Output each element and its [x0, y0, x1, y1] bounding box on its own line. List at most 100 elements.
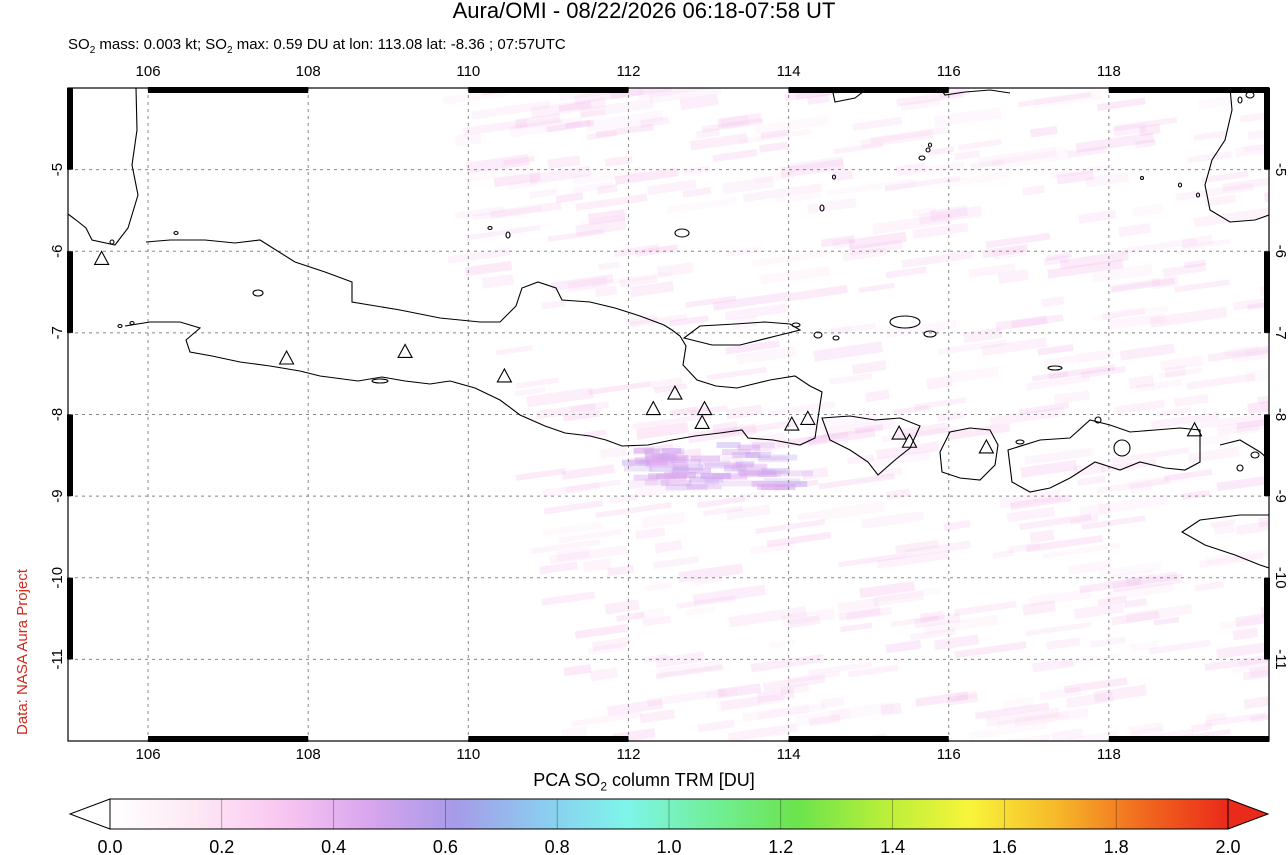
so2-pixel [1097, 97, 1146, 111]
so2-pixel [741, 704, 810, 723]
so2-pixel [968, 263, 1016, 278]
so2-pixel-core [745, 451, 761, 458]
so2-pixel [831, 237, 854, 249]
so2-pixel [1098, 561, 1163, 579]
so2-pixel [562, 410, 600, 422]
so2-pixel [1092, 305, 1169, 322]
so2-pixel-core [775, 470, 813, 477]
so2-pixel [1046, 637, 1081, 651]
so2-pixel [1093, 684, 1148, 703]
so2-pixel [1164, 469, 1213, 482]
so2-pixel [1200, 412, 1267, 429]
so2-pixel [918, 205, 983, 225]
so2-pixel [1106, 312, 1166, 331]
volcano-markers [93, 250, 1203, 454]
so2-pixel [609, 493, 637, 505]
so2-pixel [639, 709, 675, 724]
top-tick-bar [788, 87, 949, 93]
so2-pixel [558, 100, 592, 113]
so2-pixel [910, 627, 956, 641]
so2-pixel [1151, 275, 1179, 290]
so2-pixel [936, 410, 965, 422]
coastline-java [124, 239, 823, 447]
so2-pixel [1112, 122, 1147, 137]
bottom-tick-bar [148, 736, 309, 742]
so2-pixel [749, 541, 796, 555]
so2-pixel [678, 563, 744, 583]
so2-pixel [1204, 712, 1267, 727]
so2-pixel [722, 176, 775, 195]
so2-pixel [563, 664, 592, 677]
so2-pixel [1191, 722, 1213, 733]
so2-pixel [768, 639, 796, 649]
so2-pixel [610, 88, 672, 100]
colorbar-tick-label: 1.6 [992, 837, 1017, 855]
so2-pixel [877, 587, 942, 603]
so2-pixel [535, 402, 597, 420]
so2-pixel [542, 521, 604, 537]
so2-pixel-core [732, 452, 771, 459]
so2-pixel [679, 94, 719, 111]
so2-pixel [1125, 571, 1178, 587]
so2-pixel [1026, 374, 1091, 391]
so2-pixel [1159, 355, 1204, 372]
so2-pixel [860, 510, 924, 529]
so2-pixel [1239, 105, 1269, 123]
so2-pixel [919, 610, 945, 623]
top-tick-bar [468, 87, 629, 93]
so2-pixel [625, 314, 658, 327]
so2-pixel [471, 100, 551, 120]
so2-pixel-core [761, 484, 796, 491]
so2-pixel [720, 419, 798, 437]
so2-pixel [878, 741, 925, 757]
so2-pixel [1105, 582, 1174, 601]
so2-pixel-core [775, 480, 808, 487]
so2-pixel-core [651, 453, 678, 460]
so2-mass-text: mass: 0.003 kt; SO [95, 36, 227, 53]
so2-pixel [472, 205, 543, 221]
so2-pixel [1019, 513, 1092, 531]
so2-pixel-core [676, 472, 696, 479]
so2-pixel [1204, 654, 1269, 672]
so2-pixel [1164, 365, 1187, 379]
so2-pixel [629, 313, 688, 328]
so2-pixel [1078, 209, 1116, 224]
so2-pixel-core [686, 483, 722, 490]
so2-pixel-core [700, 472, 731, 479]
y-tick-label-left: -9 [49, 489, 66, 502]
so2-pixel [797, 511, 820, 521]
so2-pixel [872, 213, 952, 235]
so2-pixel [595, 123, 654, 139]
so2-pixel [876, 550, 950, 569]
y-tick-label-left: -5 [49, 163, 66, 176]
so2-max-text: max: 0.59 DU at lon: 113.08 lat: -8.36 ;… [232, 36, 566, 53]
so2-pixel-core [673, 464, 704, 471]
volcano-triangle-icon [397, 343, 414, 359]
so2-pixel [954, 690, 978, 701]
x-tick-label-top: 116 [937, 63, 961, 80]
so2-pixel [808, 661, 872, 676]
so2-pixel [1268, 291, 1269, 311]
so2-pixel [1129, 640, 1160, 653]
so2-pixel [1153, 616, 1180, 626]
so2-pixel [693, 575, 724, 586]
so2-pixel [848, 231, 907, 250]
so2-pixel [466, 224, 541, 241]
so2-pixel [1194, 581, 1224, 592]
so2-pixel [692, 584, 766, 605]
x-tick-label-top: 114 [777, 63, 801, 80]
so2-pixel [884, 175, 961, 192]
so2-pixel [1231, 347, 1269, 364]
so2-pixel-core [722, 480, 764, 487]
so2-pixel [604, 155, 633, 167]
so2-pixel-core [698, 460, 731, 467]
colorbar-high-arrow [1227, 798, 1270, 830]
so2-pixel [588, 381, 652, 396]
so2-pixel [1080, 365, 1126, 379]
so2-pixel [507, 178, 538, 190]
so2-pixel [580, 98, 654, 119]
so2-pixel [779, 158, 845, 179]
so2-pixel [1235, 519, 1269, 536]
so2-pixel [547, 228, 605, 242]
so2-pixel-core [656, 473, 688, 480]
